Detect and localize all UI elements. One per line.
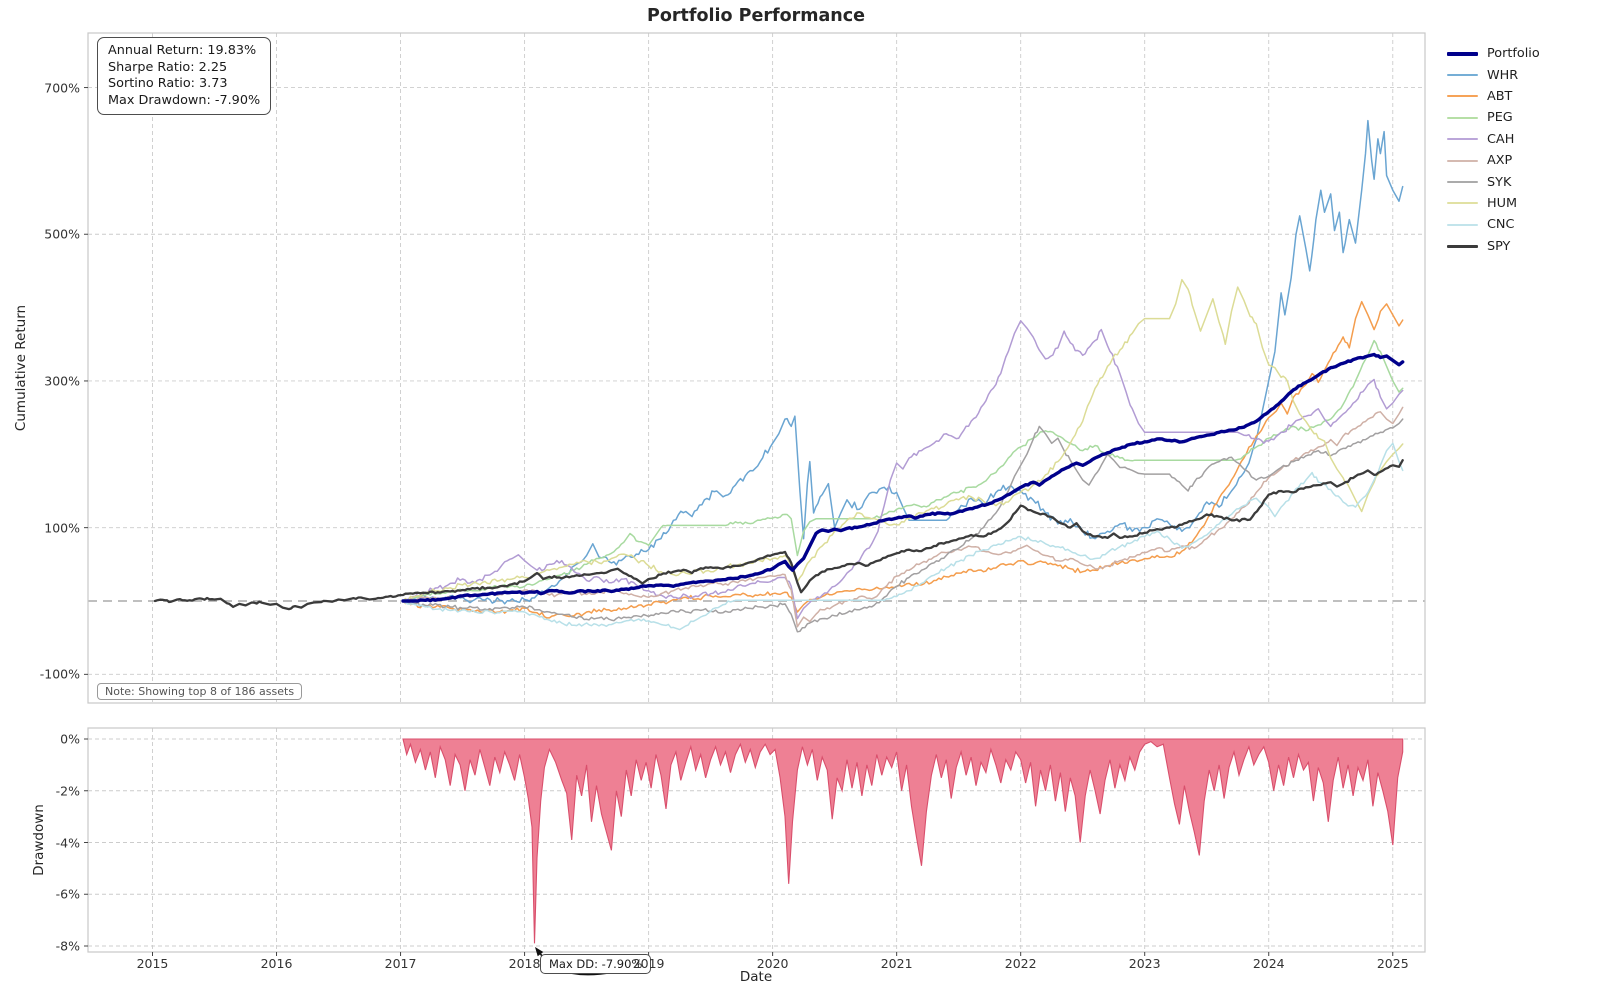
stat-max-drawdown: Max Drawdown: -7.90%: [108, 92, 261, 108]
legend-swatch-hum: [1447, 202, 1478, 205]
main-y-tick-label: 300%: [44, 373, 80, 389]
legend-item-syk: SYK: [1447, 171, 1540, 192]
legend-label: SYK: [1487, 174, 1512, 190]
legend-label: Portfolio: [1487, 46, 1540, 62]
x-tick-label: 2018: [508, 956, 541, 971]
legend-label: CAH: [1487, 131, 1515, 147]
legend-item-cah: CAH: [1447, 129, 1540, 150]
dd-y-tick-label: -2%: [55, 783, 80, 799]
x-tick-label: 2016: [260, 956, 293, 971]
series-line-syk: [402, 418, 1404, 633]
series-line-abt: [402, 300, 1404, 619]
legend-swatch-portfolio: [1447, 51, 1478, 56]
note-box: Note: Showing top 8 of 186 assets: [97, 683, 303, 700]
legend-swatch-peg: [1447, 116, 1478, 119]
dd-y-tick-label: -8%: [55, 938, 80, 954]
series-line-peg: [402, 339, 1404, 603]
x-axis-label: Date: [739, 969, 773, 985]
legend-swatch-cnc: [1447, 223, 1478, 226]
main-y-tick-label: 100%: [44, 520, 80, 536]
legend-item-hum: HUM: [1447, 193, 1540, 214]
page-title: Portfolio Performance: [647, 6, 865, 26]
stat-sharpe-ratio: Sharpe Ratio: 2.25: [108, 59, 228, 75]
main-y-tick-label: 700%: [44, 80, 80, 96]
max-dd-annotation: Max DD: -7.90%: [540, 954, 652, 974]
legend-swatch-abt: [1447, 95, 1478, 98]
x-tick-label: 2015: [136, 956, 169, 971]
legend-swatch-syk: [1447, 181, 1478, 184]
legend-swatch-axp: [1447, 159, 1478, 162]
main-y-axis-label: Cumulative Return: [13, 304, 29, 432]
series-line-hum: [402, 278, 1404, 602]
max-dd-arrowhead: [535, 947, 544, 957]
stat-sortino-ratio: Sortino Ratio: 3.73: [108, 76, 228, 92]
series-line-spy: [153, 459, 1404, 611]
x-tick-label: 2023: [1128, 956, 1161, 971]
x-tick-label: 2019: [632, 956, 665, 971]
legend-item-portfolio: Portfolio: [1447, 43, 1540, 64]
series-line-cnc: [402, 442, 1404, 631]
legend-item-abt: ABT: [1447, 86, 1540, 107]
main-plot-border: [87, 32, 1426, 704]
main-y-tick-label: 500%: [44, 226, 80, 242]
x-tick-label: 2017: [384, 956, 417, 971]
legend-swatch-cah: [1447, 138, 1478, 141]
legend-item-whr: WHR: [1447, 64, 1540, 85]
legend-label: SPY: [1487, 238, 1511, 254]
legend-item-spy: SPY: [1447, 236, 1540, 257]
stat-annual-return: Annual Return: 19.83%: [108, 43, 257, 58]
series-line-whr: [402, 119, 1404, 605]
legend-item-axp: AXP: [1447, 150, 1540, 171]
x-tick-label: 2025: [1376, 956, 1409, 971]
main-y-tick-label: -100%: [39, 666, 80, 682]
dd-y-tick-label: -6%: [55, 886, 80, 902]
legend-label: PEG: [1487, 110, 1513, 126]
x-tick-label: 2020: [756, 956, 789, 971]
legend-swatch-spy: [1447, 244, 1478, 248]
legend-label: WHR: [1487, 67, 1519, 83]
series-line-cah: [402, 320, 1404, 620]
dd-y-tick-label: 0%: [60, 731, 80, 747]
drawdown-plot-border: [87, 727, 1426, 953]
legend-item-cnc: CNC: [1447, 214, 1540, 235]
x-tick-label: 2024: [1252, 956, 1285, 971]
dd-y-tick-label: -4%: [55, 835, 80, 850]
legend-label: HUM: [1487, 195, 1518, 211]
x-tick-label: 2022: [1004, 956, 1037, 971]
series-line-portfolio: [401, 352, 1405, 603]
legend-item-peg: PEG: [1447, 107, 1540, 128]
legend-label: CNC: [1487, 217, 1515, 233]
legend-label: AXP: [1487, 153, 1513, 169]
legend-swatch-whr: [1447, 74, 1478, 77]
drawdown-area: [402, 738, 1404, 944]
legend-label: ABT: [1487, 88, 1513, 104]
legend: Portfolio WHR ABT PEG CAH AXP SYK HUM CNC SPY: [1447, 43, 1540, 257]
stats-box: Annual Return: 19.83% Sharpe Ratio: 2.25…: [97, 37, 272, 116]
x-tick-label: 2021: [880, 956, 913, 971]
